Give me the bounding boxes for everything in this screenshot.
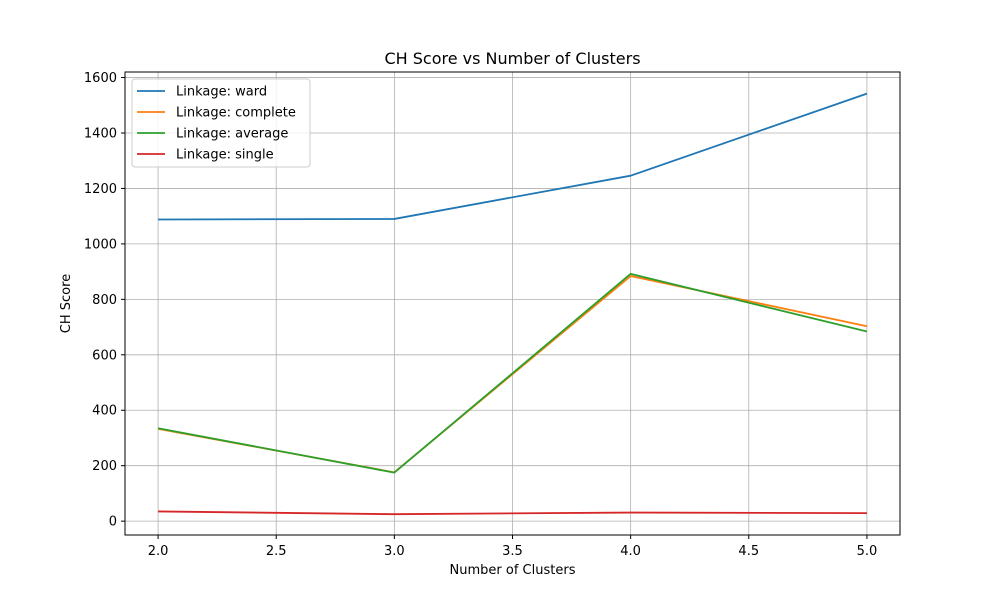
legend-label: Linkage: ward — [176, 85, 267, 100]
y-axis-label: CH Score — [59, 274, 74, 333]
series-line-1 — [158, 92, 868, 221]
y-axis-ticks: 0 200 400 600 800 1000 1200 1400 1600 — [84, 71, 125, 530]
x-tick-label: 5.0 — [857, 544, 878, 559]
y-tick-label: 1000 — [84, 237, 117, 252]
x-tick-label: 3.0 — [384, 544, 405, 559]
x-tick-label: 2.0 — [148, 544, 169, 559]
legend-box — [131, 78, 311, 168]
x-tick-label: 2.5 — [266, 544, 287, 559]
x-axis-label: Number of Clusters — [450, 563, 576, 578]
y-tick-label: 800 — [92, 293, 117, 308]
y-tick-label: 200 — [92, 459, 117, 474]
y-tick-label: 400 — [92, 404, 117, 419]
x-axis-ticks: 2.0 2.5 3.0 3.5 4.0 4.5 5.0 — [148, 535, 878, 559]
x-tick-label: 4.0 — [620, 544, 641, 559]
series-line-4 — [158, 510, 867, 516]
y-tick-label: 1600 — [84, 71, 117, 86]
y-tick-label: 0 — [109, 515, 117, 530]
y-tick-label: 1200 — [84, 182, 117, 197]
y-tick-label: 1400 — [84, 126, 117, 141]
chart-title: CH Score vs Number of Clusters — [384, 49, 640, 68]
y-tick-label: 600 — [92, 348, 117, 363]
legend: Linkage: ward Linkage: complete Linkage: a… — [131, 78, 311, 168]
x-tick-label: 4.5 — [738, 544, 759, 559]
series-line-3 — [157, 272, 868, 474]
series-lines — [157, 92, 868, 516]
legend-label: Linkage: single — [176, 148, 274, 163]
x-tick-label: 3.5 — [502, 544, 523, 559]
legend-label: Linkage: average — [176, 127, 288, 142]
legend-label: Linkage: complete — [176, 106, 296, 121]
